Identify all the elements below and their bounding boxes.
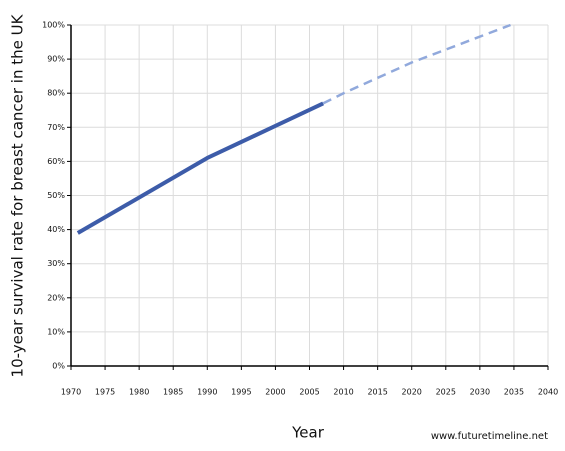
y-tick-label: 10% <box>47 327 65 336</box>
x-tick-label: 2025 <box>436 388 456 397</box>
x-tick-label: 1970 <box>61 388 81 397</box>
x-tick-label: 1975 <box>95 388 115 397</box>
y-tick-label: 50% <box>47 191 65 200</box>
y-tick-label: 80% <box>47 89 65 98</box>
x-tick-label: 2040 <box>538 388 558 397</box>
x-tick-label: 2035 <box>504 388 524 397</box>
y-tick-label: 40% <box>47 225 65 234</box>
x-tick-label: 2020 <box>402 388 422 397</box>
y-tick-label: 70% <box>47 123 65 132</box>
x-tick-label: 2030 <box>470 388 490 397</box>
x-tick-label: 1980 <box>129 388 149 397</box>
x-tick-label: 1990 <box>197 388 217 397</box>
y-tick-label: 30% <box>47 259 65 268</box>
x-tick-label: 1995 <box>231 388 251 397</box>
projected-line <box>322 23 511 105</box>
y-axis-title: 10-year survival rate for breast cancer … <box>9 13 27 377</box>
y-tick-label: 0% <box>52 362 65 371</box>
y-tick-label: 100% <box>42 21 65 30</box>
x-tick-label: 1985 <box>163 388 183 397</box>
y-tick-label: 60% <box>47 157 65 166</box>
x-tick-label: 2010 <box>333 388 353 397</box>
data-line <box>76 101 324 235</box>
x-tick-label: 2005 <box>299 388 319 397</box>
source: www.futuretimeline.net <box>431 431 548 442</box>
y-tick-label: 90% <box>47 55 65 64</box>
x-tick-label: 2000 <box>265 388 285 397</box>
x-tick-label: 2015 <box>367 388 387 397</box>
y-tick-label: 20% <box>47 293 65 302</box>
x-axis-title: Year <box>291 424 325 442</box>
